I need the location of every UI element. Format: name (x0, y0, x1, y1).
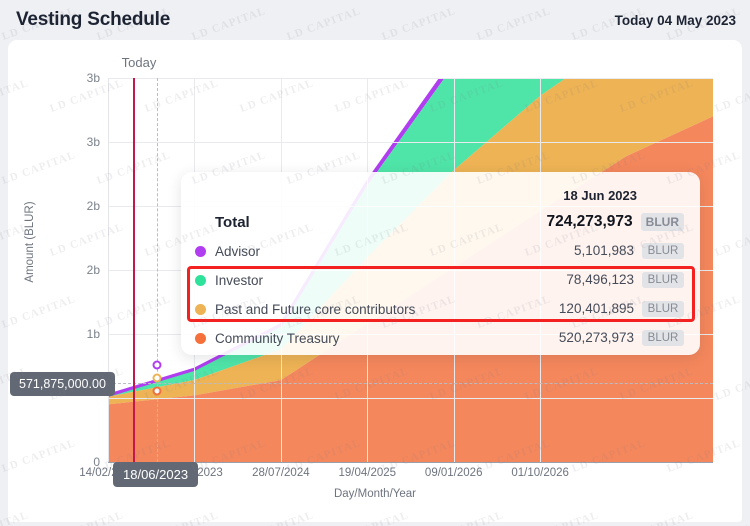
x-axis-tick-label: 19/04/2025 (338, 467, 397, 479)
chart-tooltip: 18 Jun 2023 Total 724,273,973 BLUR Adviso… (181, 172, 700, 355)
today-vertical-line (133, 78, 135, 462)
y-axis-tick-label: 2b (86, 263, 100, 277)
tooltip-series-dot (195, 245, 206, 257)
y-axis-tick-label: 1b (86, 327, 100, 341)
tooltip-total-unit: BLUR (640, 212, 684, 231)
tooltip-series-unit: BLUR (642, 243, 684, 260)
page-title: Vesting Schedule (16, 9, 171, 30)
crosshair-date-badge: 18/06/2023 (113, 462, 199, 487)
x-axis-tick-label: 28/07/2024 (252, 467, 310, 479)
crosshair-horizontal (108, 383, 713, 384)
tooltip-row: Past and Future core contributors 120,401… (195, 295, 684, 323)
tooltip-row: Investor 78,496,123 BLUR (195, 266, 684, 294)
crosshair-value-badge: 571,875,000.00 (10, 372, 115, 396)
gridline-horizontal (108, 78, 713, 79)
x-axis-title: Day/Month/Year (333, 488, 417, 500)
tooltip-total-label: Total (215, 213, 250, 231)
tooltip-series-label: Community Treasury (215, 330, 340, 346)
y-axis: 0 1b 2b 2b 3b 3b (0, 0, 100, 526)
tooltip-series-number: 5,101,983 (573, 242, 634, 258)
today-marker-label: Today (121, 55, 157, 70)
tooltip-series-label: Advisor (215, 243, 261, 259)
tooltip-series-value: 78,496,123 BLUR (566, 271, 684, 289)
tooltip-series-rows: Advisor 5,101,983 BLUR Investor 78,496,123 BL… (195, 237, 684, 352)
page-header: Vesting Schedule Today 04 May 2023 (0, 0, 750, 40)
tooltip-row: Advisor 5,101,983 BLUR (195, 237, 684, 265)
crosshair-vertical (157, 78, 158, 462)
tooltip-series-dot (195, 274, 206, 286)
tooltip-series-value: 120,401,895 BLUR (558, 300, 684, 318)
marker-core-contributors[interactable] (152, 373, 162, 383)
tooltip-series-number: 78,496,123 (566, 271, 634, 287)
gridline-horizontal (108, 142, 713, 143)
marker-community-treasury[interactable] (152, 386, 162, 396)
tooltip-series-value: 520,273,973 BLUR (558, 329, 684, 347)
tooltip-series-dot (195, 332, 206, 344)
x-axis-tick-label: 09/01/2026 (424, 467, 483, 479)
line-advisor-top (108, 78, 443, 397)
y-axis-tick-label: 3b (86, 135, 100, 149)
y-axis-tick-label: 2b (86, 199, 100, 213)
x-axis-line (108, 462, 713, 463)
tooltip-series-number: 520,273,973 (558, 329, 634, 345)
tooltip-series-dot (195, 303, 206, 315)
tooltip-series-number: 120,401,895 (558, 300, 634, 316)
tooltip-series-unit: BLUR (642, 272, 684, 289)
tooltip-series-label: Investor (215, 272, 264, 288)
tooltip-total-number: 724,273,973 (546, 213, 633, 231)
y-axis-line (108, 78, 109, 462)
x-axis-tick-label: 01/10/2026 (511, 467, 569, 479)
today-date-label: Today 04 May 2023 (614, 12, 736, 28)
tooltip-series-unit: BLUR (642, 301, 684, 318)
tooltip-series-value: 5,101,983 BLUR (573, 242, 684, 260)
tooltip-series-label: Past and Future core contributors (215, 301, 416, 317)
tooltip-row: Community Treasury 520,273,973 BLUR (195, 324, 684, 352)
gridline-horizontal (108, 398, 713, 399)
y-axis-tick-label: 3b (86, 71, 100, 85)
tooltip-total-value: 724,273,973 BLUR (546, 212, 684, 231)
tooltip-total-dot-spacer (195, 217, 206, 228)
tooltip-date: 18 Jun 2023 (563, 188, 637, 203)
y-axis-title: Amount (BLUR) (24, 201, 36, 283)
y-axis-tick-label: 0 (93, 455, 100, 469)
marker-advisor[interactable] (152, 360, 162, 370)
tooltip-total-row: Total 724,273,973 BLUR (195, 208, 684, 236)
tooltip-series-unit: BLUR (642, 330, 684, 347)
